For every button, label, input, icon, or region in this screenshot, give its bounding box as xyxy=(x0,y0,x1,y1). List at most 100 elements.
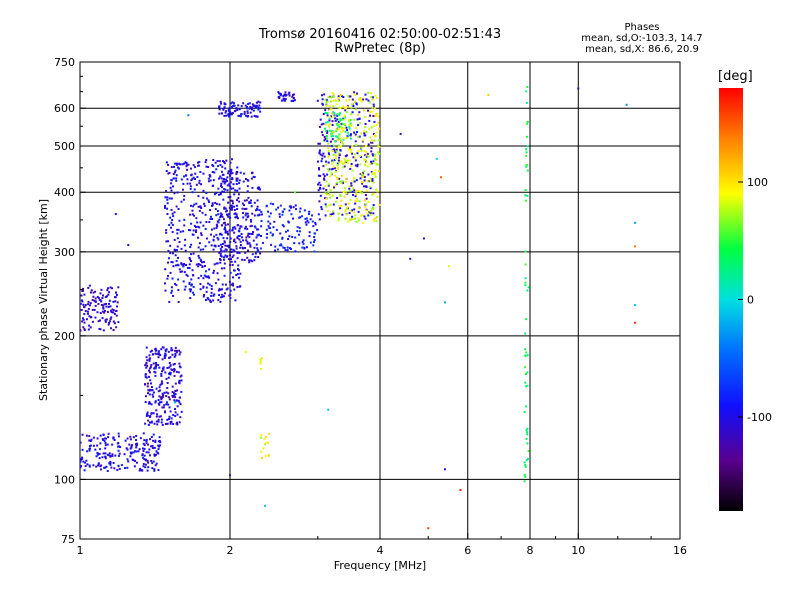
data-point xyxy=(347,220,350,223)
data-point xyxy=(526,384,529,387)
data-point xyxy=(348,95,351,98)
data-point xyxy=(110,309,113,312)
data-point xyxy=(254,252,257,255)
data-point xyxy=(351,98,354,101)
data-point xyxy=(254,255,257,258)
data-point xyxy=(333,112,336,115)
data-point xyxy=(350,218,353,221)
data-point xyxy=(246,242,249,245)
data-point xyxy=(231,101,234,104)
data-point xyxy=(238,182,241,185)
data-point xyxy=(252,175,255,178)
data-point xyxy=(523,480,526,483)
data-point xyxy=(322,177,325,180)
data-point xyxy=(220,186,223,189)
data-point xyxy=(284,98,287,101)
data-point xyxy=(318,167,321,170)
data-point xyxy=(192,274,195,277)
data-point xyxy=(189,185,192,188)
data-point xyxy=(141,456,144,459)
data-point xyxy=(175,205,178,208)
data-point xyxy=(109,461,112,464)
data-point xyxy=(234,241,237,244)
data-point xyxy=(182,198,185,201)
data-point xyxy=(329,140,332,143)
data-point xyxy=(205,220,208,223)
data-point xyxy=(328,119,331,122)
data-point xyxy=(265,236,268,239)
data-point xyxy=(332,95,335,98)
data-point xyxy=(115,309,118,312)
data-point xyxy=(351,152,354,155)
data-point xyxy=(87,328,90,331)
data-point xyxy=(153,468,156,471)
data-point xyxy=(245,199,248,202)
data-point xyxy=(340,159,343,162)
data-point xyxy=(177,289,180,292)
data-point xyxy=(325,104,328,107)
data-point xyxy=(278,92,281,95)
data-point xyxy=(287,220,290,223)
data-point xyxy=(245,207,248,210)
data-point xyxy=(112,300,115,303)
data-point xyxy=(326,173,329,176)
data-point xyxy=(172,172,175,175)
data-point xyxy=(232,254,235,257)
data-point xyxy=(104,437,107,440)
data-point xyxy=(326,114,329,117)
data-point xyxy=(115,314,118,317)
data-point xyxy=(214,245,217,248)
data-point xyxy=(167,261,170,264)
data-point xyxy=(214,208,217,211)
data-point xyxy=(338,177,341,180)
data-point xyxy=(340,161,343,164)
data-point xyxy=(210,215,213,218)
data-point xyxy=(286,249,289,252)
data-point xyxy=(316,99,319,102)
data-point xyxy=(179,403,182,406)
data-point xyxy=(229,216,232,219)
data-point xyxy=(173,238,176,241)
data-point xyxy=(351,187,354,190)
data-point xyxy=(330,108,333,111)
data-point xyxy=(166,213,169,216)
data-point xyxy=(360,180,363,183)
data-point xyxy=(318,151,321,154)
data-point xyxy=(108,452,111,455)
data-point xyxy=(526,433,529,436)
data-point xyxy=(84,310,87,313)
data-point xyxy=(282,94,285,97)
data-point xyxy=(232,284,235,287)
data-point xyxy=(270,243,273,246)
data-point xyxy=(197,265,200,268)
data-point xyxy=(167,392,170,395)
data-point xyxy=(523,473,526,476)
data-point xyxy=(198,161,201,164)
data-point xyxy=(167,163,170,166)
data-point xyxy=(168,372,171,375)
data-point xyxy=(199,283,202,286)
data-point xyxy=(243,110,246,113)
data-point xyxy=(192,205,195,208)
data-point xyxy=(271,233,274,236)
data-point xyxy=(288,235,291,238)
data-point xyxy=(250,108,253,111)
data-point xyxy=(189,260,192,263)
data-point xyxy=(212,184,215,187)
data-point xyxy=(342,190,345,193)
data-point xyxy=(178,241,181,244)
data-point xyxy=(236,257,239,260)
data-point xyxy=(217,187,220,190)
data-point xyxy=(375,163,378,166)
data-point xyxy=(106,310,109,313)
data-point xyxy=(209,209,212,212)
data-point xyxy=(250,177,253,180)
data-point xyxy=(199,258,202,261)
data-point xyxy=(310,214,313,217)
data-point xyxy=(164,268,167,271)
data-point xyxy=(256,214,259,217)
data-point xyxy=(328,123,331,126)
data-point xyxy=(187,114,190,117)
data-point xyxy=(260,210,263,213)
data-point xyxy=(154,401,157,404)
